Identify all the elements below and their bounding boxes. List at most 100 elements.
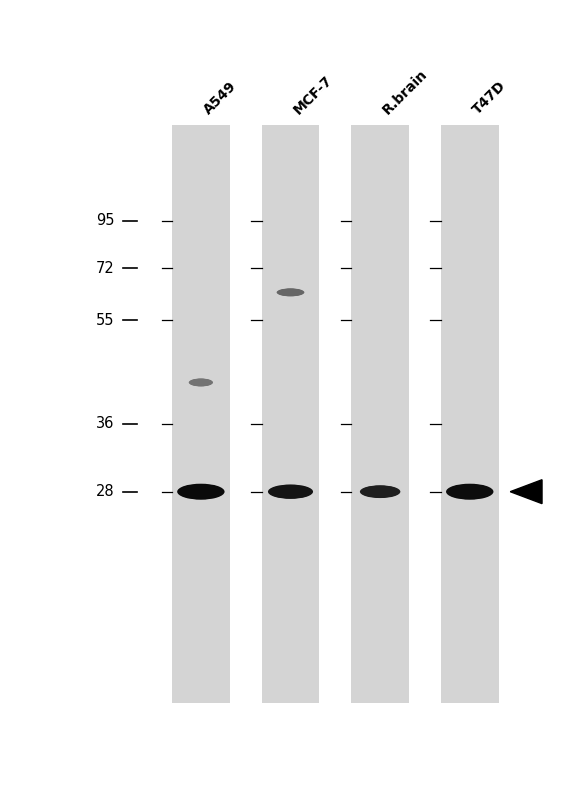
- Ellipse shape: [192, 489, 209, 494]
- Ellipse shape: [198, 490, 205, 493]
- Text: T47D: T47D: [470, 78, 508, 117]
- Text: A549: A549: [201, 79, 239, 117]
- Ellipse shape: [199, 491, 203, 493]
- Ellipse shape: [284, 290, 297, 294]
- Ellipse shape: [287, 490, 294, 493]
- Ellipse shape: [371, 489, 389, 494]
- Bar: [351, 125, 409, 703]
- Ellipse shape: [288, 292, 293, 293]
- Text: 95: 95: [96, 213, 114, 228]
- Ellipse shape: [196, 490, 206, 494]
- Text: 55: 55: [96, 313, 114, 328]
- Ellipse shape: [278, 289, 303, 296]
- Ellipse shape: [198, 382, 204, 383]
- Ellipse shape: [189, 488, 213, 496]
- Ellipse shape: [199, 382, 203, 383]
- Ellipse shape: [285, 290, 296, 294]
- Ellipse shape: [270, 486, 311, 498]
- Ellipse shape: [378, 491, 382, 492]
- Ellipse shape: [181, 485, 221, 498]
- Ellipse shape: [449, 485, 491, 499]
- Ellipse shape: [189, 378, 213, 386]
- Ellipse shape: [447, 484, 492, 499]
- Ellipse shape: [370, 489, 390, 495]
- Ellipse shape: [193, 490, 208, 494]
- Ellipse shape: [192, 380, 209, 386]
- Ellipse shape: [446, 484, 493, 500]
- Ellipse shape: [178, 484, 224, 499]
- Ellipse shape: [193, 380, 208, 385]
- Ellipse shape: [458, 488, 482, 496]
- Ellipse shape: [364, 486, 396, 497]
- Ellipse shape: [365, 487, 395, 497]
- Ellipse shape: [459, 488, 480, 495]
- Ellipse shape: [454, 486, 485, 497]
- Text: MCF-7: MCF-7: [290, 73, 335, 117]
- Ellipse shape: [372, 489, 388, 494]
- Ellipse shape: [368, 488, 392, 495]
- Ellipse shape: [180, 485, 222, 499]
- Ellipse shape: [461, 489, 478, 494]
- Ellipse shape: [195, 381, 206, 384]
- Ellipse shape: [369, 488, 391, 495]
- Ellipse shape: [366, 487, 394, 496]
- Ellipse shape: [450, 485, 490, 498]
- Ellipse shape: [197, 382, 205, 384]
- Ellipse shape: [177, 484, 225, 500]
- Ellipse shape: [286, 291, 295, 294]
- Ellipse shape: [195, 381, 207, 385]
- Ellipse shape: [462, 490, 477, 494]
- Ellipse shape: [193, 380, 209, 385]
- Ellipse shape: [367, 487, 393, 496]
- Ellipse shape: [271, 486, 310, 498]
- Ellipse shape: [196, 381, 205, 384]
- Ellipse shape: [464, 490, 476, 494]
- Ellipse shape: [284, 290, 297, 294]
- Ellipse shape: [457, 487, 483, 496]
- Ellipse shape: [465, 490, 475, 494]
- Ellipse shape: [272, 486, 309, 498]
- Ellipse shape: [280, 290, 301, 295]
- Ellipse shape: [194, 380, 207, 385]
- Ellipse shape: [284, 490, 297, 494]
- Ellipse shape: [277, 289, 304, 296]
- Ellipse shape: [275, 486, 306, 497]
- Text: 72: 72: [95, 261, 114, 276]
- Ellipse shape: [190, 379, 212, 386]
- Text: R.brain: R.brain: [380, 66, 431, 117]
- Ellipse shape: [362, 486, 399, 498]
- Ellipse shape: [279, 289, 302, 296]
- Ellipse shape: [191, 489, 210, 495]
- Ellipse shape: [286, 291, 295, 294]
- Ellipse shape: [288, 291, 293, 293]
- Ellipse shape: [360, 486, 400, 498]
- Ellipse shape: [460, 489, 479, 495]
- Ellipse shape: [278, 488, 303, 496]
- Ellipse shape: [277, 487, 304, 496]
- Ellipse shape: [288, 491, 293, 492]
- Ellipse shape: [191, 379, 211, 386]
- Ellipse shape: [377, 490, 383, 493]
- Ellipse shape: [274, 486, 307, 497]
- Ellipse shape: [191, 379, 210, 386]
- Ellipse shape: [363, 486, 397, 497]
- Ellipse shape: [376, 490, 384, 493]
- Ellipse shape: [188, 487, 214, 496]
- Ellipse shape: [189, 378, 213, 386]
- Ellipse shape: [199, 382, 203, 383]
- Ellipse shape: [185, 486, 216, 497]
- Polygon shape: [510, 480, 542, 504]
- Text: 36: 36: [96, 417, 114, 431]
- Ellipse shape: [268, 485, 313, 499]
- Text: 28: 28: [95, 484, 114, 499]
- Bar: [261, 125, 320, 703]
- Ellipse shape: [276, 487, 305, 496]
- Ellipse shape: [373, 490, 387, 494]
- Ellipse shape: [281, 489, 300, 494]
- Ellipse shape: [282, 290, 299, 294]
- Ellipse shape: [361, 486, 399, 498]
- Ellipse shape: [374, 490, 386, 494]
- Ellipse shape: [196, 381, 206, 384]
- Ellipse shape: [453, 486, 486, 498]
- Ellipse shape: [285, 490, 296, 494]
